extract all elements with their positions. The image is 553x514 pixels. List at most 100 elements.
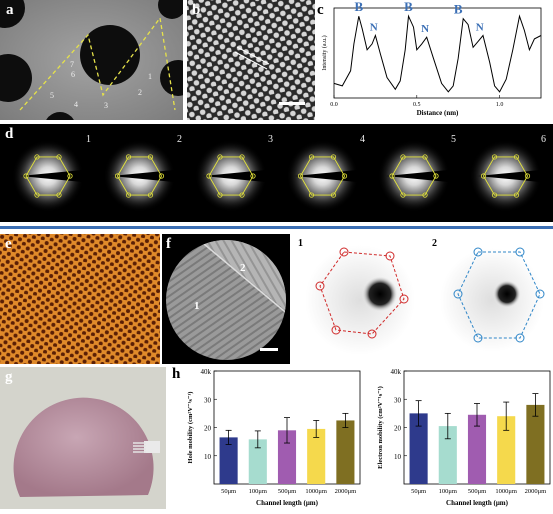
x-tick-label: 500μm: [468, 488, 486, 495]
bar: [497, 416, 516, 484]
intensity-line: [333, 14, 542, 93]
region-label: 1: [148, 72, 152, 81]
hexagon-outline: [482, 156, 529, 196]
bar: [307, 428, 326, 484]
spot-marker: [513, 192, 520, 198]
panel-a-label: a: [6, 2, 14, 18]
spot-marker: [330, 154, 337, 160]
panel-d: d 1 2 3 4 5 6: [0, 124, 553, 222]
y-tick-label: 20: [394, 425, 402, 433]
plot-frame: [333, 7, 542, 99]
frame-number: 5: [451, 134, 456, 145]
x-tick-label: 0.5: [413, 102, 421, 108]
y-tick-label: 40k: [201, 368, 212, 376]
spot-marker: [206, 173, 212, 179]
x-tick-label: 500μm: [278, 488, 296, 495]
peak-annotation: N: [421, 23, 429, 35]
x-axis-label: Distance (nm): [417, 109, 459, 117]
y-tick-label: 10: [394, 453, 402, 461]
bar: [248, 439, 267, 484]
x-axis-label: Channel length (μm): [256, 499, 319, 507]
bar: [526, 404, 545, 484]
panel-g: g: [0, 367, 166, 509]
x-tick-label: 2000μm: [525, 488, 547, 495]
panel-e-label: e: [5, 236, 12, 252]
panel-g-label: g: [5, 369, 13, 385]
spot-marker: [308, 154, 315, 160]
x-tick-label: 50μm: [221, 488, 236, 495]
frame-number: 2: [177, 134, 182, 145]
spot-marker: [239, 192, 245, 198]
panel-e-image: [0, 234, 160, 364]
frame-number: 6: [541, 134, 546, 145]
spot-marker: [524, 173, 531, 179]
spot-marker: [250, 173, 256, 179]
x-tick-label: 2000μm: [335, 488, 357, 495]
panel-h: 10 20 30 40k 50μm 100μm 500μm 1000μm 2000μm Chann…: [168, 366, 553, 509]
y-axis-label: Intensity (a.u.): [321, 35, 328, 70]
spot-marker: [341, 173, 348, 179]
peak-annotation: B: [404, 0, 413, 14]
bar: [336, 420, 355, 484]
mobility-bar-charts: 10 20 30 40k 50μm 100μm 500μm 1000μm 2000μm Chann…: [187, 368, 551, 507]
spot-marker: [147, 192, 154, 198]
spot-marker: [422, 192, 428, 198]
spot-marker: [491, 192, 498, 198]
panel-f-diffraction: 1 2: [292, 234, 553, 364]
x-tick-label: 1000μm: [495, 488, 517, 495]
peak-annotation: B: [454, 2, 463, 17]
panel-g-image: [0, 367, 166, 509]
spot-marker: [400, 192, 406, 198]
x-tick-label: 100μm: [439, 488, 457, 495]
region-label: 2: [138, 88, 142, 97]
region-label: 1: [194, 300, 200, 312]
spot-marker: [56, 192, 62, 198]
bar: [277, 430, 297, 484]
frame-number: 3: [268, 134, 273, 145]
frame-number: 1: [86, 134, 91, 145]
spot-marker: [480, 173, 487, 179]
panel-c: 0.0 0.5 1.0 Distance (nm) Intensity (a.u.) B N…: [316, 0, 553, 124]
spot-marker: [125, 192, 132, 198]
hexagon-outline: [25, 156, 71, 196]
x-tick-label: 1000μm: [305, 488, 327, 495]
panel-c-label: c: [317, 2, 324, 18]
spot-marker: [147, 154, 154, 160]
bar: [409, 413, 428, 484]
spot-marker: [433, 173, 439, 179]
x-tick-label: 1.0: [496, 102, 504, 108]
panel-d-label: d: [5, 126, 14, 142]
y-tick-label: 30: [204, 396, 212, 404]
beam-stop: [20, 169, 93, 183]
x-tick-label: 100μm: [249, 488, 267, 495]
beam-stop: [203, 169, 276, 183]
section-divider: [0, 226, 553, 229]
y-axis-label: Hole mobility (cm²V⁻¹s⁻¹): [187, 392, 194, 464]
x-axis-label: Channel length (μm): [446, 499, 509, 507]
panel-f-label: f: [166, 236, 171, 252]
hexagon-outline: [208, 156, 254, 196]
panel-b-image: [187, 0, 315, 120]
spot-marker: [217, 154, 223, 160]
spot-marker: [330, 192, 337, 198]
y-tick-label: 20: [204, 425, 212, 433]
spot-marker: [67, 173, 73, 179]
panel-e: e: [0, 234, 160, 364]
y-axis-label: Electron mobility (cm²V⁻¹s⁻¹): [377, 386, 384, 469]
region-label: 3: [104, 101, 108, 110]
panel-a-image: [0, 0, 183, 120]
diffraction-patterns: [305, 245, 545, 355]
hexagon-outline: [116, 156, 163, 196]
panel-b-label: b: [192, 2, 201, 18]
panel-a: a 1 2 3 4 5 6 7: [0, 0, 183, 120]
bar: [467, 414, 487, 484]
y-tick-label: 40k: [391, 368, 402, 376]
bar: [438, 426, 457, 484]
region-label: 6: [71, 70, 75, 79]
beam-stop: [111, 169, 185, 183]
spot-marker: [389, 173, 395, 179]
pattern-label: 1: [298, 238, 303, 249]
region-label: 2: [240, 262, 246, 274]
spot-marker: [217, 192, 223, 198]
